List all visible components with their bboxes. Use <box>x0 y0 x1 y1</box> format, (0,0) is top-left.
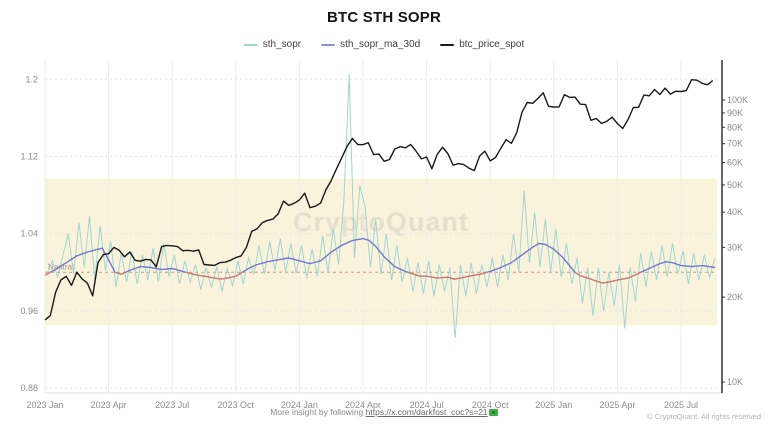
y-right-tick-label: 30K <box>727 242 743 252</box>
y-right-tick-label: 70K <box>727 139 743 149</box>
y-left-tick-label: 1.2 <box>25 74 38 84</box>
y-right-tick-label: 100K <box>727 95 748 105</box>
y-right-tick-label: 60K <box>727 158 743 168</box>
y-left-tick-label: 0.96 <box>20 306 38 316</box>
series-sth-sopr-ma-30d-below <box>44 272 643 284</box>
copyright: © CryptoQuant. All rights reserved <box>647 412 761 421</box>
series-sth-sopr <box>46 74 716 339</box>
x-tick-label: 2024 Oct <box>472 400 509 410</box>
legend: sth_sopr sth_sopr_ma_30d btc_price_spot <box>0 39 768 50</box>
legend-label: sth_sopr_ma_30d <box>340 39 421 50</box>
legend-item-btc_price_spot[interactable]: btc_price_spot <box>440 39 524 50</box>
legend-item-sth_sopr[interactable]: sth_sopr <box>243 39 302 50</box>
y-left-tick-label: 1.04 <box>20 229 38 239</box>
legend-item-sth_sopr_ma_30d[interactable]: sth_sopr_ma_30d <box>321 39 420 50</box>
legend-swatch <box>243 43 258 46</box>
legend-swatch <box>321 43 336 46</box>
x-tick-label: 2025 Jul <box>664 400 698 410</box>
legend-label: sth_sopr <box>262 39 302 50</box>
legend-label: btc_price_spot <box>459 39 525 50</box>
watermark: CryptoQuant <box>293 207 469 237</box>
y-right-tick-label: 80K <box>727 122 743 132</box>
y-left-tick-label: 1.12 <box>20 152 38 162</box>
series-btc-price-spot <box>44 78 714 321</box>
x-tick-label: 2025 Apr <box>599 400 635 410</box>
x-tick-label: 2023 Apr <box>91 400 127 410</box>
x-tick-label: 2024 Apr <box>345 400 381 410</box>
y-right-tick-label: 90K <box>727 108 743 118</box>
y-right-tick-label: 40K <box>727 207 743 217</box>
y-right-tick-label: 50K <box>727 180 743 190</box>
x-tick-label: 2023 Jul <box>155 400 189 410</box>
series-sth-sopr-ma-30d-above <box>48 237 716 273</box>
x-tick-label: 2023 Oct <box>218 400 255 410</box>
footer-link[interactable]: https://x.com/darkfost_coc?s=21 <box>365 407 488 417</box>
x-tick-label: 2024 Jan <box>281 400 318 410</box>
legend-swatch <box>440 43 455 46</box>
y-right-tick-label: 20K <box>727 292 743 302</box>
footer-text: More insight by following <box>270 407 366 417</box>
x-tick-label: 2023 Jan <box>26 400 63 410</box>
y-right-tick-label: 10K <box>727 377 743 387</box>
footer: More insight by following https://x.com/… <box>0 406 768 418</box>
y-left-tick-label: 0.88 <box>20 383 38 393</box>
x-tick-label: 2025 Jan <box>535 400 572 410</box>
x-tick-label: 2024 Jul <box>410 400 444 410</box>
money-banknote-emoji-icon <box>488 409 498 416</box>
chart-title: BTC STH SOPR <box>326 9 442 26</box>
